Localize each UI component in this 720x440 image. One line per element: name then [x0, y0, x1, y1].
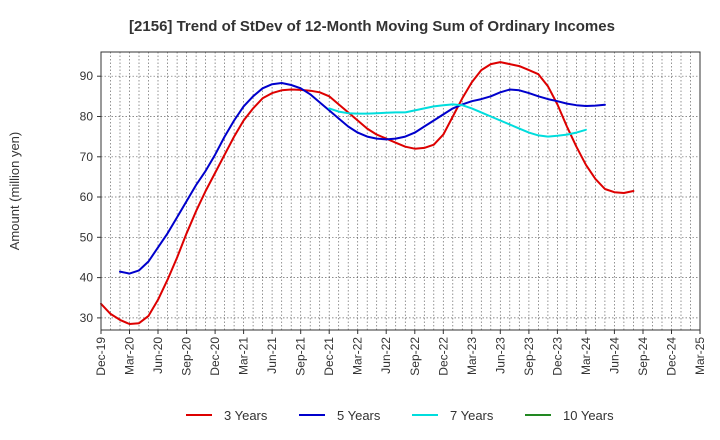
y-tick-label: 80	[80, 110, 94, 124]
x-tick-label: Jun-24	[607, 337, 621, 374]
x-tick-label: Dec-20	[208, 337, 222, 376]
x-tick-label: Mar-23	[465, 337, 479, 375]
x-tick-label: Dec-23	[550, 337, 564, 376]
x-tick-label: Mar-22	[351, 337, 365, 375]
x-tick-label: Dec-24	[665, 337, 679, 376]
x-tick-label: Jun-23	[493, 337, 507, 374]
x-tick-label: Mar-21	[237, 337, 251, 375]
y-tick-label: 40	[80, 271, 94, 285]
plot-frame	[100, 51, 701, 331]
series-lines	[100, 61, 635, 325]
legend-label: 3 Years	[224, 408, 268, 423]
x-tick-label: Dec-19	[94, 337, 108, 376]
x-tick-label: Jun-21	[265, 337, 279, 374]
x-tick-label: Jun-22	[379, 337, 393, 374]
y-axis-ticks: 30 40 50 60 70 80 90	[80, 69, 101, 325]
series-line-5-years	[119, 82, 606, 275]
y-tick-label: 30	[80, 311, 94, 325]
chart-title: [2156] Trend of StDev of 12-Month Moving…	[129, 18, 615, 35]
legend-label: 10 Years	[563, 408, 614, 423]
plot-area	[101, 52, 700, 330]
legend-label: 7 Years	[450, 408, 494, 423]
x-tick-label: Sep-23	[522, 337, 536, 376]
x-tick-label: Mar-20	[123, 337, 137, 375]
x-tick-label: Sep-21	[294, 337, 308, 376]
x-tick-label: Sep-22	[408, 337, 422, 376]
x-tick-label: Sep-20	[180, 337, 194, 376]
legend-label: 5 Years	[337, 408, 381, 423]
legend: 3 Years 5 Years 7 Years 10 Years	[186, 408, 614, 423]
x-tick-label: Dec-21	[322, 337, 336, 376]
x-tick-label: Mar-25	[693, 337, 707, 375]
series-line-3-years	[100, 61, 635, 325]
y-tick-label: 50	[80, 230, 94, 244]
x-tick-label: Mar-24	[579, 337, 593, 375]
y-axis-label: Amount (million yen)	[7, 132, 22, 251]
y-tick-label: 90	[80, 69, 94, 83]
plot-background	[101, 52, 700, 330]
plot-border	[100, 51, 701, 331]
x-tick-label: Sep-24	[636, 337, 650, 376]
y-tick-label: 60	[80, 190, 94, 204]
x-tick-label: Jun-20	[151, 337, 165, 374]
series-line-7-years	[328, 103, 587, 138]
y-tick-label: 70	[80, 150, 94, 164]
x-tick-label: Dec-22	[436, 337, 450, 376]
x-axis-ticks: Dec-19 Mar-20 Jun-20 Sep-20 Dec-20 Mar-21 Jun-…	[94, 330, 707, 376]
